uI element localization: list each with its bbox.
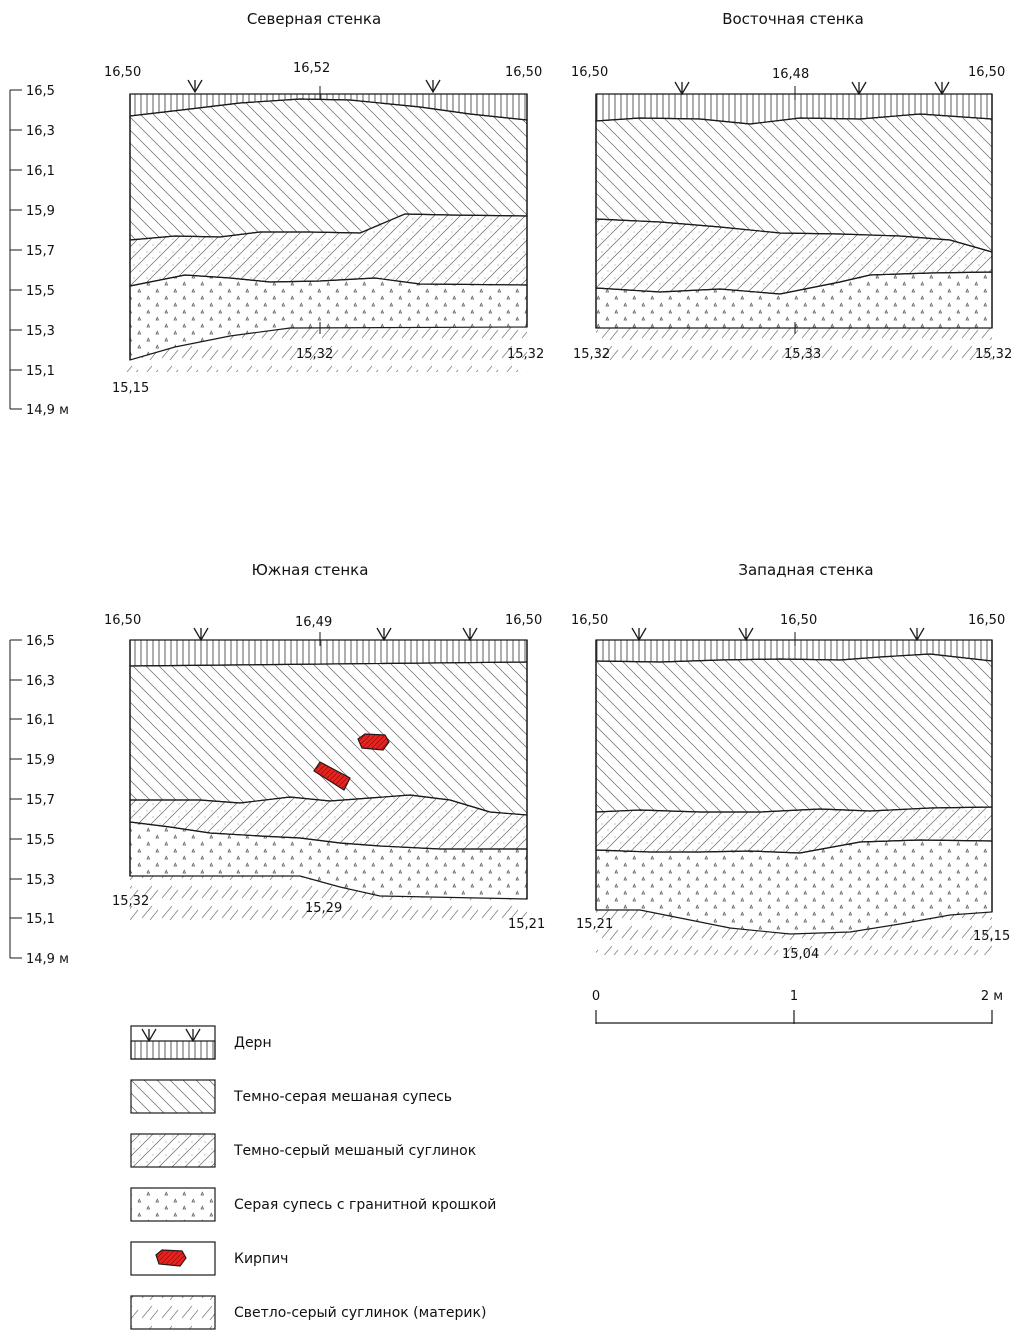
- layer-sandy: [129, 661, 528, 816]
- scale-tick-label: 15,3: [26, 873, 55, 888]
- elevation-bottom-left: 15,32: [112, 894, 149, 909]
- legend-item-loam: Темно-серый мешаный суглинок: [130, 1133, 476, 1168]
- scale-tick-label: 16,3: [26, 124, 55, 139]
- bar-scale-label: 1: [790, 989, 798, 1004]
- legend: Дерн Темно-серая мешаная супесь Темно-се…: [130, 1025, 496, 1330]
- elevation-bottom-left: 15,15: [112, 381, 149, 396]
- bar-scale: 0 1 2 м: [592, 989, 1003, 1024]
- layer-native: [596, 328, 992, 360]
- legend-item-native: Светло-серый суглинок (материк): [130, 1295, 486, 1330]
- bar-scale-label: 0: [592, 989, 600, 1004]
- elevation-bottom-right: 15,32: [975, 347, 1012, 362]
- elevation-bottom-mid: 15,29: [305, 901, 342, 916]
- sod-symbol-icon: [631, 627, 925, 642]
- elevation-top-mid: 16,48: [772, 67, 809, 82]
- wall-east: Восточная стенка 16,50 16,48 16,50 15,32…: [571, 10, 1012, 362]
- elevation-bottom-mid: 15,32: [296, 347, 333, 362]
- elevation-bottom-right: 15,15: [973, 929, 1010, 944]
- legend-item-sandy: Темно-серая мешаная супесь: [130, 1079, 452, 1114]
- sod-symbol-icon: [187, 79, 441, 94]
- scale-tick-label: 15,7: [26, 244, 55, 259]
- wall-east-title: Восточная стенка: [722, 10, 864, 28]
- elevation-top-mid: 16,50: [780, 613, 817, 628]
- elevation-top-right: 16,50: [505, 65, 542, 80]
- legend-item-sod: Дерн: [130, 1025, 272, 1060]
- elevation-scale-top: 16,5 16,3 16,1 15,9 15,7 15,5 15,3 15,1 …: [9, 84, 69, 418]
- elevation-top-right: 16,50: [968, 65, 1005, 80]
- wall-north: Северная стенка 16,50 16,52 16,50 15,15 …: [104, 10, 544, 396]
- scale-tick-label: 16,5: [26, 84, 55, 99]
- elevation-top-left: 16,50: [104, 65, 141, 80]
- elevation-bottom-left: 15,21: [576, 917, 613, 932]
- sod-symbol-icon: [141, 1028, 201, 1043]
- layer-sod: [129, 639, 528, 667]
- scale-tick-label: 16,3: [26, 674, 55, 689]
- elevation-scale-bottom: 16,5 16,3 16,1 15,9 15,7 15,5 15,3 15,1 …: [9, 634, 69, 967]
- legend-label: Светло-серый суглинок (материк): [234, 1305, 486, 1321]
- wall-west: Западная стенка 16,50 16,50 16,50 15,21 …: [571, 561, 1010, 962]
- legend-item-brick: Кирпич: [130, 1241, 288, 1276]
- scale-tick-label: 15,9: [26, 753, 55, 768]
- scale-tick-label: 15,1: [26, 912, 55, 927]
- elevation-top-right: 16,50: [968, 613, 1005, 628]
- wall-north-title: Северная стенка: [247, 10, 381, 28]
- scale-tick-label: 15,1: [26, 364, 55, 379]
- scale-tick-label: 15,9: [26, 204, 55, 219]
- brick-fragment-icon: [313, 761, 351, 791]
- scale-tick-label: 14,9 м: [26, 403, 69, 418]
- elevation-top-mid: 16,49: [295, 615, 332, 630]
- scale-tick-label: 15,3: [26, 324, 55, 339]
- legend-label: Кирпич: [234, 1251, 288, 1267]
- scale-tick-label: 15,5: [26, 833, 55, 848]
- sod-symbol-icon: [193, 627, 478, 642]
- elevation-top-right: 16,50: [505, 613, 542, 628]
- elevation-top-left: 16,50: [571, 613, 608, 628]
- elevation-bottom-mid: 15,33: [784, 347, 821, 362]
- layer-native: [130, 876, 527, 920]
- elevation-top-left: 16,50: [104, 613, 141, 628]
- wall-west-title: Западная стенка: [738, 561, 873, 579]
- legend-label: Темно-серая мешаная супесь: [233, 1089, 452, 1105]
- elevation-bottom-right: 15,32: [507, 347, 544, 362]
- legend-item-gravel: Серая супесь с гранитной крошкой: [130, 1187, 496, 1222]
- scale-tick-label: 16,1: [26, 713, 55, 728]
- wall-south: Южная стенка 16,50 16,49 16,50 15,32 15,…: [104, 561, 545, 932]
- elevation-bottom-mid: 15,04: [782, 947, 819, 962]
- elevation-bottom-right: 15,21: [508, 917, 545, 932]
- legend-label: Серая супесь с гранитной крошкой: [234, 1197, 496, 1213]
- sod-symbol-icon: [674, 81, 950, 96]
- scale-tick-label: 15,5: [26, 284, 55, 299]
- elevation-bottom-left: 15,32: [573, 347, 610, 362]
- scale-tick-label: 15,7: [26, 793, 55, 808]
- scale-tick-label: 14,9 м: [26, 952, 69, 967]
- elevation-top-left: 16,50: [571, 65, 608, 80]
- layer-sandy: [595, 653, 993, 813]
- bar-scale-label: 2 м: [981, 989, 1003, 1004]
- elevation-top-mid: 16,52: [293, 61, 330, 76]
- scale-tick-label: 16,5: [26, 634, 55, 649]
- brick-fragment-icon: [357, 733, 390, 751]
- wall-south-title: Южная стенка: [252, 561, 369, 579]
- legend-label: Дерн: [234, 1035, 272, 1051]
- legend-label: Темно-серый мешаный суглинок: [233, 1143, 476, 1159]
- scale-tick-label: 16,1: [26, 164, 55, 179]
